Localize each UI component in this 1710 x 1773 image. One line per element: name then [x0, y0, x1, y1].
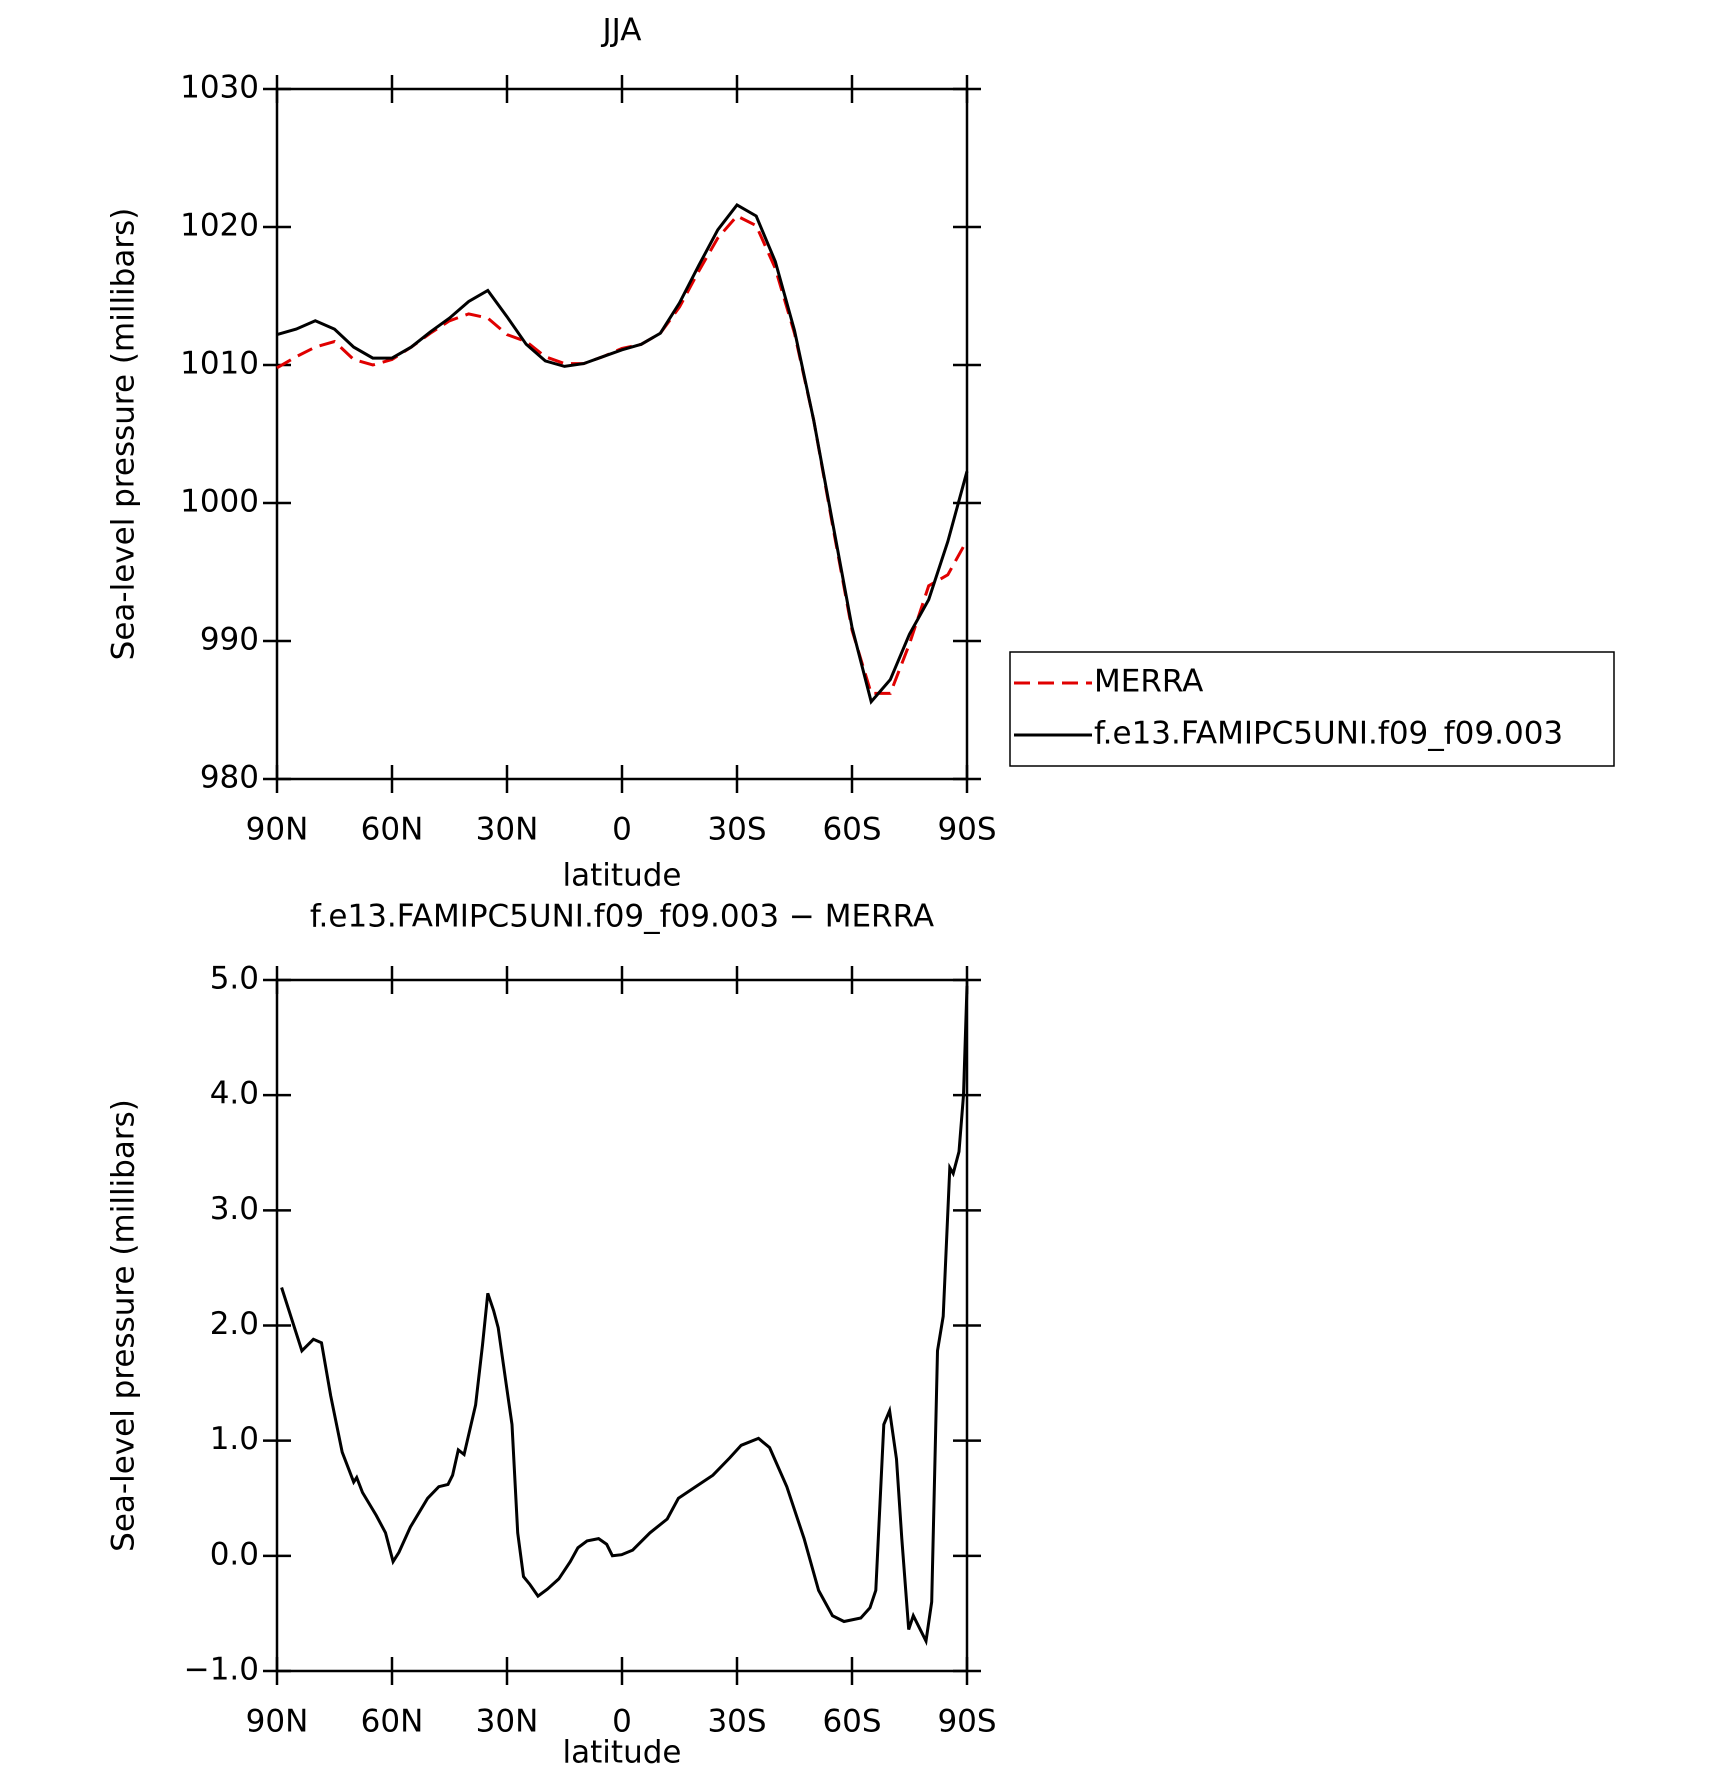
- x-tick-label: 90S: [937, 812, 996, 848]
- y-tick-label: 1000: [180, 484, 259, 520]
- x-tick-label: 30S: [707, 812, 766, 848]
- y-tick-label: 1030: [180, 70, 259, 106]
- x-tick-label: 90N: [246, 1704, 309, 1740]
- y-tick-label: 1020: [180, 208, 259, 244]
- series-line: [280, 985, 969, 1647]
- chart-title: f.e13.FAMIPC5UNI.f09_f09.003 − MERRA: [310, 899, 934, 935]
- y-tick-label: 980: [200, 760, 259, 796]
- legend-label: f.e13.FAMIPC5UNI.f09_f09.003: [1094, 716, 1563, 752]
- y-tick-label: 990: [200, 622, 259, 658]
- legend-box: [1009, 651, 1615, 767]
- y-axis-label: Sea-level pressure (millibars): [106, 208, 142, 661]
- x-tick-label: 30N: [476, 1704, 539, 1740]
- series-line: [276, 214, 969, 695]
- series-line: [276, 202, 969, 705]
- x-axis-label: latitude: [563, 1735, 682, 1771]
- y-tick-label: −1.0: [184, 1652, 259, 1688]
- x-tick-label: 30N: [476, 812, 539, 848]
- x-tick-label: 60S: [822, 812, 881, 848]
- y-tick-label: 2.0: [210, 1306, 259, 1342]
- x-tick-label: 90N: [246, 812, 309, 848]
- x-tick-label: 90S: [937, 1704, 996, 1740]
- x-tick-label: 60N: [361, 1704, 424, 1740]
- y-axis-label: Sea-level pressure (millibars): [106, 1099, 142, 1552]
- x-axis-label: latitude: [563, 858, 682, 894]
- y-tick-label: 1.0: [210, 1421, 259, 1457]
- plot-frame: [275, 87, 969, 781]
- x-tick-label: 0: [612, 1704, 632, 1740]
- y-tick-label: 0.0: [210, 1536, 259, 1572]
- y-tick-label: 3.0: [210, 1191, 259, 1227]
- x-tick-label: 60S: [822, 1704, 881, 1740]
- y-tick-label: 4.0: [210, 1076, 259, 1112]
- y-tick-label: 5.0: [210, 961, 259, 997]
- x-tick-label: 30S: [707, 1704, 766, 1740]
- y-tick-label: 1010: [180, 346, 259, 382]
- plot-frame: [275, 978, 969, 1673]
- legend-label: MERRA: [1094, 664, 1203, 700]
- x-tick-label: 60N: [361, 812, 424, 848]
- x-tick-label: 0: [612, 812, 632, 848]
- chart-title: JJA: [601, 13, 642, 49]
